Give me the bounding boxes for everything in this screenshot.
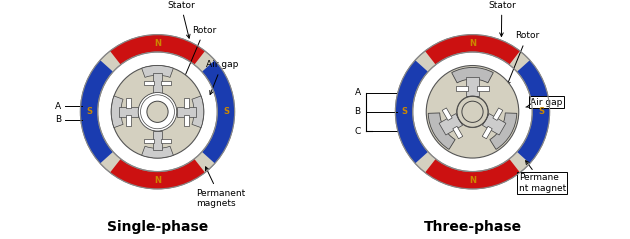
Text: N: N bbox=[469, 39, 476, 48]
Polygon shape bbox=[161, 139, 171, 143]
Circle shape bbox=[413, 52, 532, 172]
Polygon shape bbox=[483, 114, 506, 135]
Polygon shape bbox=[478, 86, 489, 91]
Wedge shape bbox=[192, 96, 203, 128]
Wedge shape bbox=[517, 60, 549, 163]
Text: Air gap: Air gap bbox=[205, 60, 238, 94]
Polygon shape bbox=[119, 107, 138, 117]
Polygon shape bbox=[161, 81, 171, 85]
Wedge shape bbox=[81, 60, 113, 163]
Polygon shape bbox=[453, 126, 463, 139]
Polygon shape bbox=[185, 115, 188, 126]
Wedge shape bbox=[112, 96, 123, 128]
Text: B: B bbox=[355, 107, 361, 116]
Polygon shape bbox=[144, 139, 154, 143]
Circle shape bbox=[81, 35, 234, 189]
Wedge shape bbox=[490, 113, 517, 149]
Text: A: A bbox=[55, 102, 61, 110]
Text: N: N bbox=[154, 176, 161, 185]
Polygon shape bbox=[177, 107, 196, 117]
Text: N: N bbox=[469, 176, 476, 185]
Polygon shape bbox=[144, 81, 154, 85]
Text: Single-phase: Single-phase bbox=[107, 220, 208, 234]
Polygon shape bbox=[439, 114, 462, 135]
Polygon shape bbox=[456, 86, 467, 91]
Wedge shape bbox=[396, 60, 428, 163]
Text: B: B bbox=[55, 115, 61, 124]
Circle shape bbox=[138, 92, 177, 131]
Text: Stator: Stator bbox=[167, 1, 195, 38]
Polygon shape bbox=[152, 131, 163, 150]
Text: Rotor: Rotor bbox=[507, 32, 539, 85]
Text: Permanent
magnets: Permanent magnets bbox=[196, 167, 245, 208]
Wedge shape bbox=[425, 159, 520, 189]
Text: A: A bbox=[355, 88, 361, 97]
Wedge shape bbox=[202, 60, 234, 163]
Wedge shape bbox=[425, 35, 520, 65]
Text: Stator: Stator bbox=[488, 1, 516, 36]
Polygon shape bbox=[482, 126, 492, 139]
Wedge shape bbox=[428, 113, 455, 149]
Text: S: S bbox=[86, 107, 92, 116]
Text: Air gap: Air gap bbox=[526, 98, 563, 108]
Polygon shape bbox=[442, 108, 452, 120]
Circle shape bbox=[396, 35, 549, 189]
Wedge shape bbox=[142, 146, 173, 158]
Circle shape bbox=[147, 101, 168, 122]
Wedge shape bbox=[110, 35, 205, 65]
Circle shape bbox=[462, 101, 483, 122]
Text: S: S bbox=[223, 107, 229, 116]
Polygon shape bbox=[466, 77, 479, 96]
Circle shape bbox=[112, 65, 203, 158]
Text: C: C bbox=[355, 127, 361, 136]
Polygon shape bbox=[185, 98, 188, 109]
Text: S: S bbox=[401, 107, 407, 116]
Wedge shape bbox=[142, 65, 173, 77]
Polygon shape bbox=[493, 108, 503, 120]
Text: Three-phase: Three-phase bbox=[423, 220, 522, 234]
Circle shape bbox=[427, 65, 518, 158]
Text: Rotor: Rotor bbox=[183, 26, 217, 79]
Wedge shape bbox=[110, 159, 205, 189]
Text: Permane
nt magnet: Permane nt magnet bbox=[518, 161, 566, 193]
Text: N: N bbox=[154, 39, 161, 48]
Text: S: S bbox=[538, 107, 544, 116]
Wedge shape bbox=[452, 67, 493, 83]
Polygon shape bbox=[127, 98, 130, 109]
Polygon shape bbox=[127, 115, 130, 126]
Circle shape bbox=[98, 52, 217, 172]
Circle shape bbox=[457, 96, 488, 127]
Polygon shape bbox=[152, 73, 163, 92]
